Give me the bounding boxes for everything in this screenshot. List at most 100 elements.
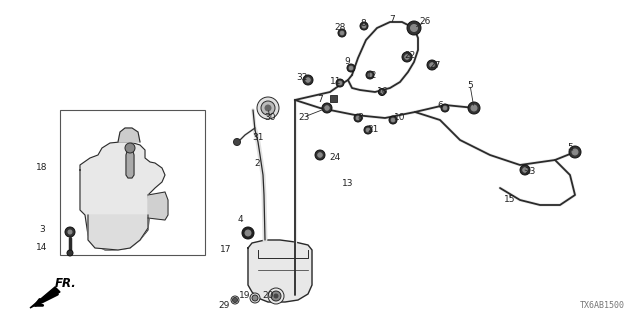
Text: 19: 19 bbox=[239, 291, 251, 300]
Text: 28: 28 bbox=[334, 23, 346, 33]
Circle shape bbox=[274, 294, 278, 298]
Text: 5: 5 bbox=[467, 81, 473, 90]
Text: 7: 7 bbox=[389, 15, 395, 25]
Text: 22: 22 bbox=[404, 51, 415, 60]
Circle shape bbox=[520, 165, 530, 175]
Circle shape bbox=[261, 101, 275, 115]
Circle shape bbox=[360, 22, 368, 30]
Circle shape bbox=[231, 296, 239, 304]
Text: 21: 21 bbox=[367, 125, 379, 134]
Text: 26: 26 bbox=[419, 18, 431, 27]
Circle shape bbox=[338, 81, 342, 85]
Circle shape bbox=[340, 31, 344, 35]
Circle shape bbox=[427, 60, 437, 70]
Circle shape bbox=[336, 79, 344, 87]
Circle shape bbox=[232, 298, 237, 302]
Circle shape bbox=[366, 128, 370, 132]
Text: 23: 23 bbox=[298, 113, 310, 122]
Circle shape bbox=[65, 227, 75, 237]
Circle shape bbox=[245, 230, 251, 236]
Circle shape bbox=[349, 66, 353, 70]
Circle shape bbox=[338, 29, 346, 37]
Circle shape bbox=[378, 89, 385, 95]
Circle shape bbox=[380, 91, 383, 93]
Text: 5: 5 bbox=[567, 143, 573, 153]
Text: TX6AB1500: TX6AB1500 bbox=[580, 301, 625, 310]
Circle shape bbox=[523, 168, 527, 172]
Text: 2: 2 bbox=[254, 158, 260, 167]
Text: 8: 8 bbox=[357, 114, 363, 123]
Circle shape bbox=[265, 105, 271, 111]
Text: 6: 6 bbox=[437, 100, 443, 109]
Polygon shape bbox=[148, 192, 168, 220]
Text: 23: 23 bbox=[524, 167, 536, 177]
Polygon shape bbox=[126, 148, 134, 178]
Text: 32: 32 bbox=[296, 74, 308, 83]
Polygon shape bbox=[80, 142, 165, 250]
Circle shape bbox=[271, 291, 281, 301]
Text: 13: 13 bbox=[342, 179, 354, 188]
Circle shape bbox=[252, 295, 258, 301]
Circle shape bbox=[441, 104, 449, 112]
Text: 18: 18 bbox=[36, 164, 48, 172]
Text: 12: 12 bbox=[366, 70, 378, 79]
Circle shape bbox=[364, 126, 372, 134]
Text: 20: 20 bbox=[262, 291, 274, 300]
Circle shape bbox=[362, 24, 366, 28]
Text: FR.: FR. bbox=[55, 277, 77, 290]
Circle shape bbox=[404, 55, 409, 59]
Circle shape bbox=[322, 103, 332, 113]
Text: 24: 24 bbox=[330, 153, 340, 162]
Text: 27: 27 bbox=[429, 60, 441, 69]
Text: 14: 14 bbox=[36, 244, 48, 252]
Circle shape bbox=[234, 139, 241, 146]
Circle shape bbox=[443, 106, 447, 110]
Circle shape bbox=[268, 288, 284, 304]
Circle shape bbox=[391, 118, 395, 122]
Text: 3: 3 bbox=[39, 226, 45, 235]
Text: 16: 16 bbox=[377, 87, 388, 97]
Polygon shape bbox=[118, 128, 140, 142]
Circle shape bbox=[572, 149, 578, 155]
Text: 31: 31 bbox=[252, 132, 264, 141]
Circle shape bbox=[257, 97, 279, 119]
Circle shape bbox=[471, 105, 477, 111]
Text: 8: 8 bbox=[360, 20, 366, 28]
Circle shape bbox=[317, 153, 323, 157]
Circle shape bbox=[429, 63, 435, 67]
Circle shape bbox=[324, 106, 329, 110]
Polygon shape bbox=[248, 240, 312, 302]
Text: 10: 10 bbox=[394, 114, 406, 123]
Text: 11: 11 bbox=[330, 77, 342, 86]
Circle shape bbox=[410, 25, 417, 31]
Circle shape bbox=[68, 230, 72, 234]
Circle shape bbox=[407, 21, 421, 35]
Text: 30: 30 bbox=[264, 114, 276, 123]
Text: 9: 9 bbox=[344, 58, 350, 67]
Circle shape bbox=[354, 114, 362, 122]
Circle shape bbox=[67, 250, 73, 256]
Circle shape bbox=[315, 150, 325, 160]
Circle shape bbox=[125, 143, 135, 153]
Circle shape bbox=[569, 146, 581, 158]
Text: 7: 7 bbox=[317, 95, 323, 105]
Circle shape bbox=[306, 78, 310, 82]
Circle shape bbox=[368, 73, 372, 77]
Circle shape bbox=[366, 71, 374, 79]
Text: 4: 4 bbox=[237, 215, 243, 225]
Text: 17: 17 bbox=[220, 245, 232, 254]
Circle shape bbox=[303, 75, 313, 85]
Text: 29: 29 bbox=[218, 300, 230, 309]
Circle shape bbox=[250, 293, 260, 303]
Circle shape bbox=[468, 102, 480, 114]
Polygon shape bbox=[30, 287, 60, 308]
Text: 15: 15 bbox=[504, 196, 516, 204]
Circle shape bbox=[242, 227, 254, 239]
Bar bbox=[60, 110, 205, 255]
Polygon shape bbox=[88, 215, 148, 250]
Circle shape bbox=[389, 116, 397, 124]
Circle shape bbox=[347, 64, 355, 72]
Circle shape bbox=[356, 116, 360, 120]
Bar bbox=[330, 94, 337, 101]
Circle shape bbox=[402, 52, 412, 62]
